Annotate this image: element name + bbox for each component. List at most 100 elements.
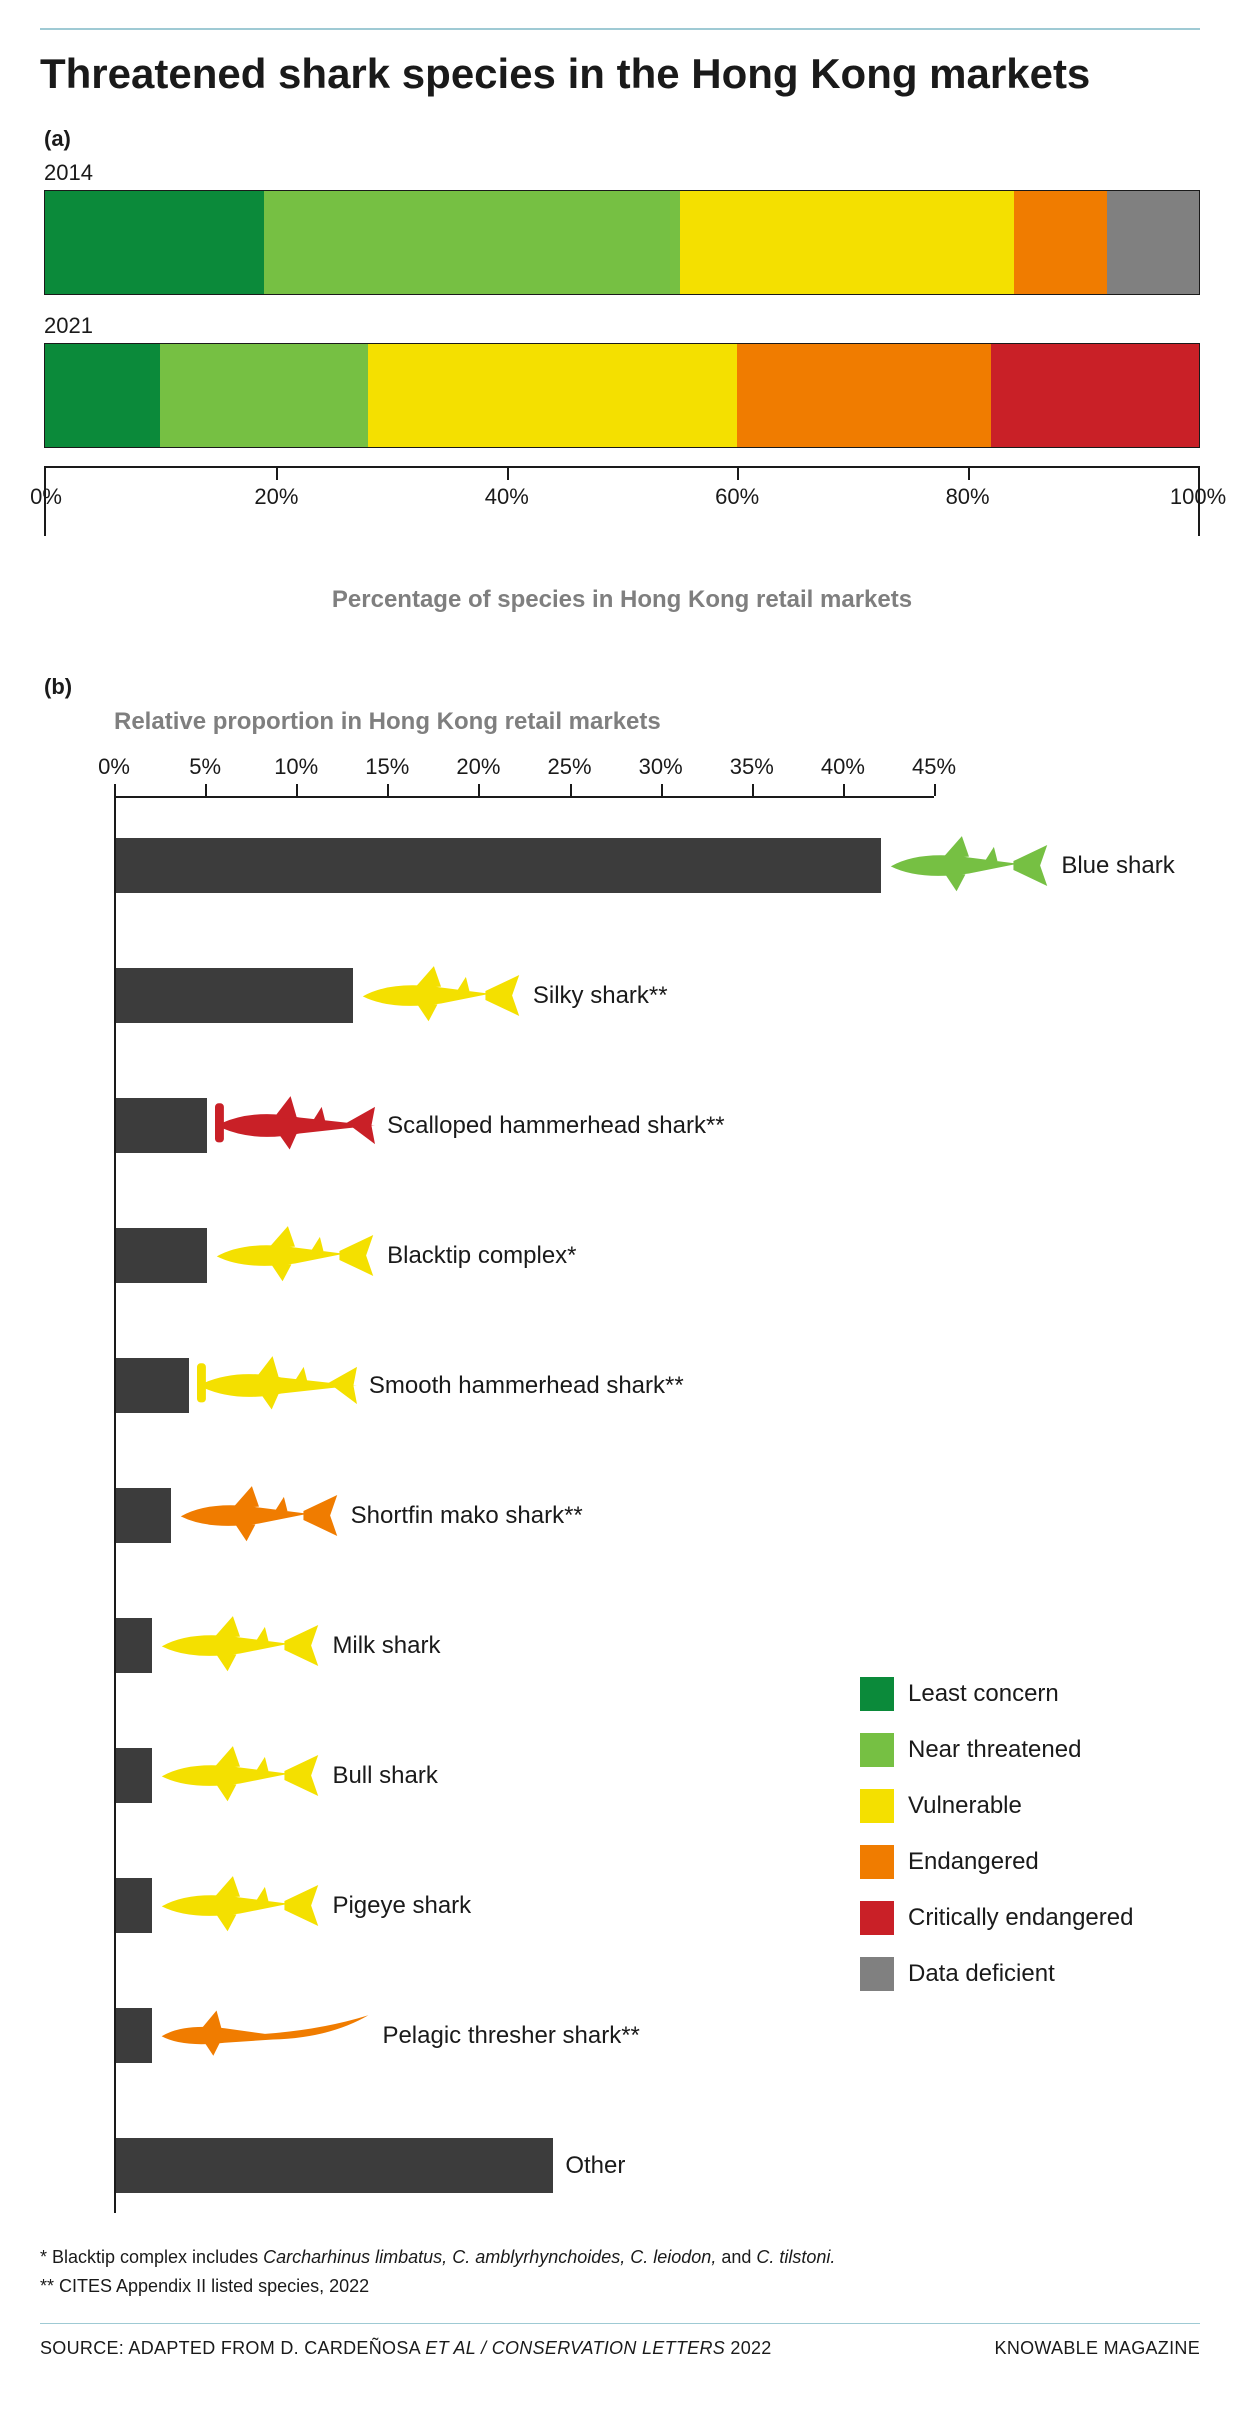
panel-a: (a) 2014 2021 0%20%40%60%80%100% Percenta… — [40, 126, 1200, 614]
axis-tick — [570, 784, 572, 796]
panel-a-axis: 0%20%40%60%80%100% — [44, 466, 1200, 536]
axis-tick — [737, 468, 739, 480]
species-label: Scalloped hammerhead shark** — [387, 1112, 725, 1140]
axis-tick — [661, 784, 663, 796]
legend-swatch — [860, 1845, 894, 1879]
species-label: Bull shark — [332, 1762, 437, 1790]
legend-item: Near threatened — [860, 1733, 1200, 1767]
shark-icon — [160, 2003, 370, 2068]
segment-data_deficient — [1107, 191, 1199, 294]
source-left: SOURCE: ADAPTED FROM D. CARDEÑOSA ET AL … — [40, 2338, 772, 2359]
shark-icon — [215, 1093, 375, 1158]
axis-tick-label: 0% — [98, 754, 130, 780]
axis-tick — [276, 468, 278, 480]
axis-tick — [934, 784, 936, 796]
species-row: Shortfin mako shark** — [116, 1488, 1200, 1543]
species-row: Milk shark — [116, 1618, 1200, 1673]
species-bar — [116, 2138, 553, 2193]
segment-critically_endangered — [991, 344, 1199, 447]
panel-b: (b) Relative proportion in Hong Kong ret… — [40, 674, 1200, 2213]
shark-icon — [889, 833, 1049, 898]
axis-tick — [387, 784, 389, 796]
axis-tick-label: 40% — [821, 754, 865, 780]
axis-tick-label: 5% — [189, 754, 221, 780]
axis-tick — [114, 784, 116, 796]
legend-label: Critically endangered — [908, 1904, 1133, 1932]
legend: Least concern Near threatened Vulnerable En… — [860, 1677, 1200, 2013]
segment-least_concern — [45, 344, 160, 447]
species-label: Blacktip complex* — [387, 1242, 576, 1270]
panel-b-label: (b) — [44, 674, 1200, 700]
species-label: Other — [565, 2152, 625, 2180]
species-label: Shortfin mako shark** — [351, 1502, 583, 1530]
species-bar — [116, 1618, 152, 1673]
species-label: Smooth hammerhead shark** — [369, 1372, 684, 1400]
footnote-1: * Blacktip complex includes Carcharhinus… — [40, 2243, 1200, 2272]
panel-b-title: Relative proportion in Hong Kong retail … — [114, 708, 1200, 736]
segment-vulnerable — [680, 191, 1015, 294]
footnote-2: ** CITES Appendix II listed species, 202… — [40, 2272, 1200, 2301]
legend-item: Endangered — [860, 1845, 1200, 1879]
species-row: Smooth hammerhead shark** — [116, 1358, 1200, 1413]
chart-title: Threatened shark species in the Hong Kon… — [40, 50, 1200, 98]
panel-a-axis-caption: Percentage of species in Hong Kong retai… — [44, 586, 1200, 614]
axis-tick-label: 0% — [30, 484, 62, 510]
species-row: Scalloped hammerhead shark** — [116, 1098, 1200, 1153]
stacked-bar — [44, 343, 1200, 448]
legend-label: Vulnerable — [908, 1792, 1022, 1820]
year-label: 2014 — [44, 160, 1200, 186]
axis-tick — [296, 784, 298, 796]
axis-tick-label: 15% — [365, 754, 409, 780]
stacked-bar — [44, 190, 1200, 295]
panel-a-label: (a) — [44, 126, 1200, 152]
species-row: Silky shark** — [116, 968, 1200, 1023]
footnotes: * Blacktip complex includes Carcharhinus… — [40, 2243, 1200, 2301]
species-bar — [116, 1878, 152, 1933]
legend-item: Least concern — [860, 1677, 1200, 1711]
species-label: Pelagic thresher shark** — [382, 2022, 639, 2050]
legend-swatch — [860, 1789, 894, 1823]
top-rule — [40, 28, 1200, 30]
axis-tick-label: 30% — [639, 754, 683, 780]
axis-tick-label: 10% — [274, 754, 318, 780]
legend-swatch — [860, 1733, 894, 1767]
panel-b-chart: 0%5%10%15%20%25%30%35%40%45% Blue shark … — [44, 750, 1200, 2213]
shark-icon — [197, 1353, 357, 1418]
species-bar — [116, 1228, 207, 1283]
segment-near_threatened — [160, 344, 368, 447]
legend-label: Least concern — [908, 1680, 1059, 1708]
species-bar — [116, 1098, 207, 1153]
legend-swatch — [860, 1957, 894, 1991]
shark-icon — [215, 1223, 375, 1288]
segment-least_concern — [45, 191, 264, 294]
shark-icon — [160, 1873, 320, 1938]
axis-tick — [478, 784, 480, 796]
species-bar — [116, 2008, 152, 2063]
axis-tick — [205, 784, 207, 796]
axis-tick-label: 25% — [548, 754, 592, 780]
species-label: Blue shark — [1061, 852, 1174, 880]
species-bar — [116, 1748, 152, 1803]
species-row: Blacktip complex* — [116, 1228, 1200, 1283]
axis-tick — [507, 468, 509, 480]
species-row: Other — [116, 2138, 1200, 2193]
species-row: Pelagic thresher shark** — [116, 2008, 1200, 2063]
shark-icon — [361, 963, 521, 1028]
source-right: KNOWABLE MAGAZINE — [995, 2338, 1200, 2359]
species-bar — [116, 838, 881, 893]
year-label: 2021 — [44, 313, 1200, 339]
legend-label: Data deficient — [908, 1960, 1055, 1988]
legend-label: Near threatened — [908, 1736, 1081, 1764]
axis-tick — [968, 468, 970, 480]
species-bar — [116, 1358, 189, 1413]
bottom-rule: SOURCE: ADAPTED FROM D. CARDEÑOSA ET AL … — [40, 2323, 1200, 2359]
legend-item: Data deficient — [860, 1957, 1200, 1991]
axis-tick-label: 35% — [730, 754, 774, 780]
axis-tick-label: 20% — [456, 754, 500, 780]
species-label: Milk shark — [332, 1632, 440, 1660]
axis-tick-label: 100% — [1170, 484, 1226, 510]
axis-tick-label: 45% — [912, 754, 956, 780]
source-italic: ET AL / CONSERVATION LETTERS — [425, 2338, 725, 2358]
source-suffix: 2022 — [725, 2338, 772, 2358]
species-bar — [116, 968, 353, 1023]
